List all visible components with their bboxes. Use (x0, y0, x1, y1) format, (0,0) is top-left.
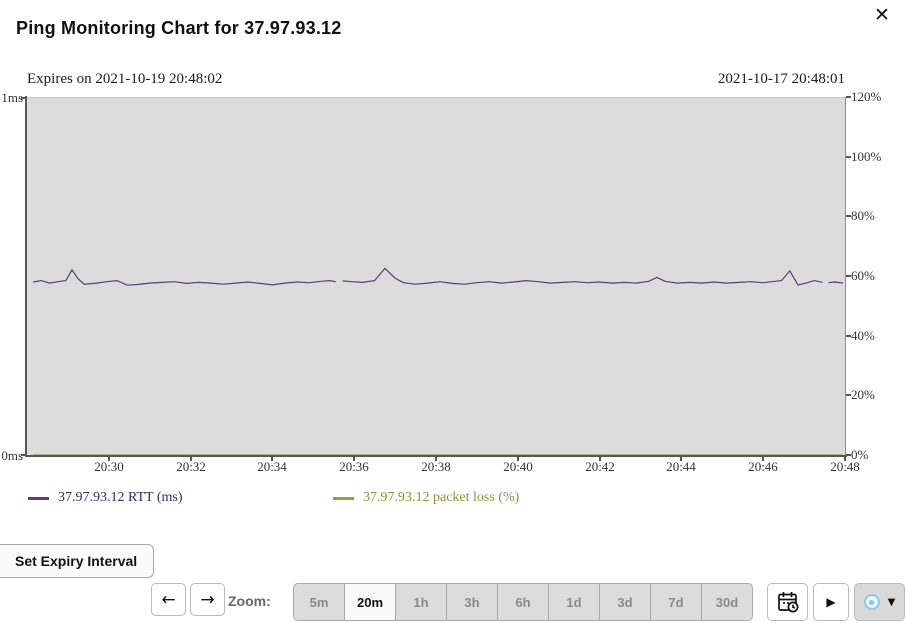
chart-series-svg (32, 267, 844, 456)
dialog-title: Ping Monitoring Chart for 37.97.93.12 (16, 18, 342, 38)
chart-plot-area (27, 97, 845, 456)
right-axis-tick (846, 275, 851, 277)
radio-circle-icon (863, 594, 880, 610)
right-axis-tick (846, 156, 851, 158)
y-axis-label-1ms: 1ms (1, 90, 23, 105)
x-axis-label: 20:48 (830, 459, 860, 474)
zoom-preset-3h[interactable]: 3h (446, 583, 498, 621)
legend-label-rtt: 37.97.93.12 RTT (ms) (58, 490, 183, 505)
zoom-preset-30d[interactable]: 30d (701, 583, 753, 621)
arrow-left-icon: ← (161, 589, 176, 610)
zoom-preset-1h[interactable]: 1h (395, 583, 447, 621)
x-axis-label: 20:30 (94, 459, 124, 474)
rtt-line-swatch-icon (28, 496, 49, 500)
packet-loss-line-swatch-icon (333, 496, 354, 500)
right-axis-label: 80% (851, 208, 875, 223)
x-axis-label: 20:32 (176, 459, 206, 474)
x-axis-tick (353, 455, 355, 461)
zoom-preset-group: 5m 20m 1h 3h 6h 1d 3d 7d 30d (293, 583, 753, 621)
x-axis-label: 20:42 (585, 459, 615, 474)
zoom-preset-3d[interactable]: 3d (599, 583, 651, 621)
chevron-down-icon: ▼ (887, 596, 896, 608)
x-axis-label: 20:40 (503, 459, 533, 474)
right-axis-label: 100% (851, 149, 882, 164)
right-axis-label: 40% (851, 328, 875, 343)
x-axis-tick (271, 455, 273, 461)
zoom-label: Zoom: (228, 593, 271, 609)
series-line (828, 281, 844, 284)
x-axis-tick (762, 455, 764, 461)
y-axis-label-0ms: 0ms (1, 448, 23, 463)
right-axis-label: 60% (851, 268, 875, 283)
zoom-preset-1d[interactable]: 1d (548, 583, 600, 621)
pan-right-button[interactable]: → (190, 583, 225, 616)
y-axis-tick-top (21, 97, 26, 99)
series-line (32, 268, 336, 286)
legend-item-packet-loss: 37.97.93.12 packet loss (%) (333, 490, 519, 506)
series-line (342, 267, 823, 286)
zoom-preset-5m[interactable]: 5m (293, 583, 345, 621)
y-axis-left-line (25, 96, 27, 457)
x-axis-tick (108, 455, 110, 461)
x-axis-label: 20:36 (339, 459, 369, 474)
zoom-preset-7d[interactable]: 7d (650, 583, 702, 621)
calendar-clock-icon (776, 590, 800, 614)
play-icon: ▶ (826, 595, 836, 609)
current-time-text: 2021-10-17 20:48:01 (717, 71, 845, 87)
x-axis-label: 20:44 (666, 459, 696, 474)
right-axis-tick (846, 394, 851, 396)
zoom-preset-20m[interactable]: 20m (344, 583, 396, 621)
x-axis-label: 20:46 (748, 459, 778, 474)
right-axis-label: 20% (851, 387, 875, 402)
pan-left-button[interactable]: ← (151, 583, 186, 616)
right-axis-tick (846, 454, 851, 456)
x-axis-label: 20:34 (257, 459, 287, 474)
set-expiry-interval-button[interactable]: Set Expiry Interval (0, 544, 155, 578)
x-axis-tick (599, 455, 601, 461)
x-axis-tick (680, 455, 682, 461)
arrow-right-icon: → (200, 589, 215, 610)
right-axis-tick (846, 96, 851, 98)
legend-item-rtt: 37.97.93.12 RTT (ms) (28, 490, 183, 506)
right-axis-label: 0% (851, 447, 869, 462)
x-axis-label: 20:38 (421, 459, 451, 474)
x-axis-tick (190, 455, 192, 461)
zoom-preset-6h[interactable]: 6h (497, 583, 549, 621)
x-axis-tick (435, 455, 437, 461)
y-axis-tick-bottom (21, 454, 26, 456)
legend-label-packet-loss: 37.97.93.12 packet loss (%) (363, 490, 520, 505)
play-button[interactable]: ▶ (813, 583, 849, 621)
x-axis-tick (517, 455, 519, 461)
expires-text: Expires on 2021-10-19 20:48:02 (27, 71, 223, 87)
close-icon[interactable]: ✕ (868, 2, 896, 28)
right-axis-tick (846, 335, 851, 337)
x-axis-tick (844, 455, 846, 461)
calendar-range-button[interactable] (767, 583, 808, 621)
refresh-interval-dropdown[interactable]: ▼ (854, 583, 905, 621)
right-axis-label: 120% (851, 89, 882, 104)
right-axis-tick (846, 215, 851, 217)
y-axis-right-line (845, 97, 846, 455)
